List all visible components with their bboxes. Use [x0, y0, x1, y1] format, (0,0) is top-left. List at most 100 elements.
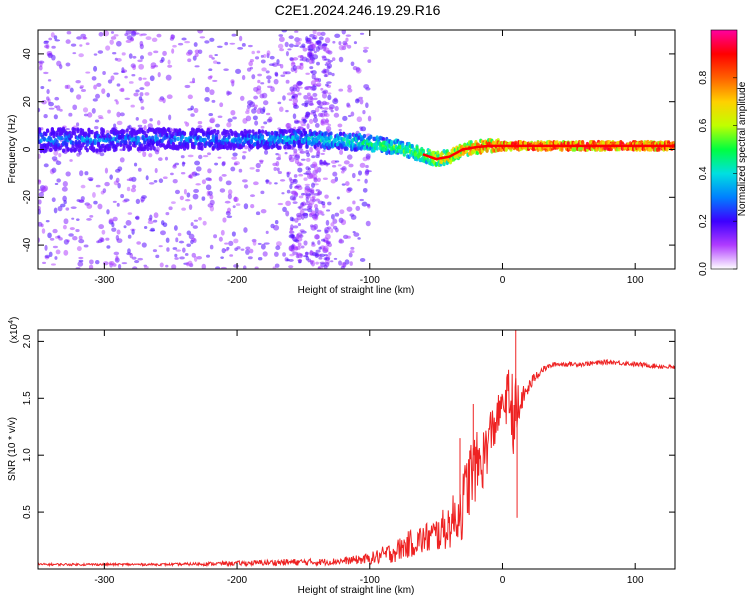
spectrogram-speckle [138, 96, 143, 101]
spectrogram-cell [413, 152, 418, 157]
spectrogram-speckle [52, 228, 58, 234]
spectrogram-speckle [137, 257, 144, 261]
spectrogram-speckle [298, 261, 302, 264]
spectrogram-speckle [158, 157, 163, 162]
spectrogram-speckle [198, 216, 202, 221]
spectrogram-speckle [330, 260, 334, 263]
spectrogram-cell [88, 137, 93, 142]
spectrogram-speckle [292, 251, 299, 255]
spectrogram-cell [362, 133, 367, 139]
colorbar-tick-label: 0.8 [698, 70, 709, 84]
spectrogram-speckle [353, 232, 360, 237]
spectrogram-speckle [269, 55, 275, 60]
spectrogram-speckle [348, 163, 354, 168]
spectrogram-speckle [145, 36, 152, 41]
spectrogram-speckle [194, 52, 199, 58]
spectrogram-speckle [326, 65, 331, 70]
spectrogram-cell [230, 131, 234, 137]
spectrogram-x-tick-label: -200 [227, 275, 247, 286]
spectrogram-speckle [162, 50, 167, 56]
colorbar-label: Normalized spectral amplitude [737, 81, 748, 216]
spectrogram-speckle [48, 37, 53, 41]
spectrogram-cell [45, 128, 50, 133]
spectrogram-speckle [294, 30, 299, 33]
spectrogram-speckle [261, 92, 268, 99]
spectrogram-speckle [68, 233, 74, 237]
spectrogram-speckle [224, 200, 231, 204]
spectrogram-speckle [341, 30, 346, 35]
snr-frame [37, 329, 676, 570]
spectrogram-cell [85, 142, 89, 147]
spectrogram-speckle [325, 83, 329, 87]
spectrogram-speckle [143, 226, 148, 230]
spectrogram-speckle [141, 195, 147, 199]
spectrogram-speckle [338, 88, 344, 92]
spectrogram-speckle [243, 227, 248, 233]
spectrogram-speckle [233, 162, 238, 166]
spectrogram-speckle [192, 225, 198, 229]
spectrogram-speckle [175, 237, 179, 243]
spectrogram-speckle [53, 114, 58, 120]
spectrogram-speckle [308, 58, 314, 65]
spectrogram-speckle [325, 162, 331, 166]
spectrogram-speckle [78, 199, 85, 204]
colorbar-tick-label: 0.2 [698, 214, 709, 228]
spectrogram-speckle [345, 34, 352, 37]
spectrogram-speckle [142, 151, 147, 158]
spectrogram-speckle [201, 196, 206, 201]
spectrogram-cell [44, 131, 48, 137]
spectrogram-cell [273, 136, 277, 141]
spectrogram-speckle [278, 106, 284, 112]
spectrogram-speckle [110, 75, 115, 81]
spectrogram-speckle [347, 88, 353, 93]
spectrogram-speckle [314, 207, 319, 213]
spectrogram-speckle [139, 55, 145, 60]
spectrogram-speckle [95, 259, 100, 265]
spectrogram-speckle [62, 180, 68, 187]
spectrogram-speckle [289, 183, 293, 190]
spectrogram-speckle [331, 72, 335, 77]
spectrogram-cell [288, 128, 292, 134]
spectrogram-speckle [208, 113, 214, 117]
snr-plot: -300 -200 -100 0 100 0.5 1.0 1.5 2.0 Height of s… [7, 317, 676, 596]
spectrogram-cell [260, 135, 265, 140]
spectrogram-speckle [61, 186, 68, 192]
spectrogram-speckle [168, 206, 173, 211]
spectrogram-speckle [127, 248, 131, 254]
spectrogram-speckle [254, 120, 259, 126]
spectrogram-y-tick-label: 40 [22, 48, 33, 60]
spectrogram-cell [401, 142, 405, 148]
spectrogram-speckle [91, 76, 97, 81]
spectrogram-speckle [202, 220, 207, 226]
spectrogram-speckle [208, 68, 213, 71]
spectrogram-speckle [160, 56, 165, 62]
spectrogram-speckle [332, 98, 339, 105]
spectrogram-speckle [231, 156, 238, 160]
spectrogram-speckle [48, 251, 53, 258]
spectrogram-speckle [114, 57, 118, 61]
spectrogram-cell [176, 136, 180, 142]
spectrogram-speckle [327, 59, 333, 63]
spectrogram-speckle [350, 246, 355, 250]
spectrogram-speckle [357, 237, 361, 240]
spectrogram-speckle [76, 246, 82, 252]
spectrogram-speckle [181, 207, 187, 211]
spectrogram-speckle [98, 224, 105, 230]
spectrogram-speckle [365, 168, 370, 175]
spectrogram-speckle [279, 179, 286, 182]
spectrogram-speckle [309, 66, 314, 70]
spectrogram-speckle [309, 259, 315, 263]
spectrogram-speckle [227, 189, 233, 195]
spectrogram-speckle [345, 37, 349, 42]
spectrogram-speckle [157, 71, 161, 78]
spectrogram-speckle [156, 33, 162, 38]
snr-y-tick-label: 2.0 [22, 334, 33, 348]
spectrogram-speckle [60, 203, 66, 208]
spectrogram-speckle [135, 89, 140, 93]
spectrogram-speckle [201, 179, 207, 185]
spectrogram-speckle [171, 48, 175, 54]
snr-y-multiplier-base: (x10 [9, 323, 20, 343]
spectrogram-speckle [320, 31, 326, 36]
spectrogram-speckle [263, 242, 270, 245]
spectrogram-speckle [305, 149, 310, 155]
